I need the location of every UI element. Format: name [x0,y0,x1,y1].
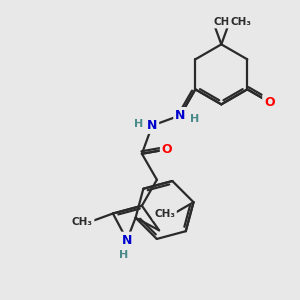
Text: H: H [119,250,129,260]
Text: N: N [175,109,185,122]
Text: O: O [264,96,275,109]
Text: H: H [134,118,143,129]
Text: CH₃: CH₃ [72,217,93,227]
Text: N: N [147,119,157,132]
Text: CH₃: CH₃ [154,209,175,219]
Text: H: H [190,114,199,124]
Text: N: N [122,233,132,247]
Text: CH₃: CH₃ [230,17,251,27]
Text: O: O [162,143,172,156]
Text: CH₃: CH₃ [214,17,235,27]
